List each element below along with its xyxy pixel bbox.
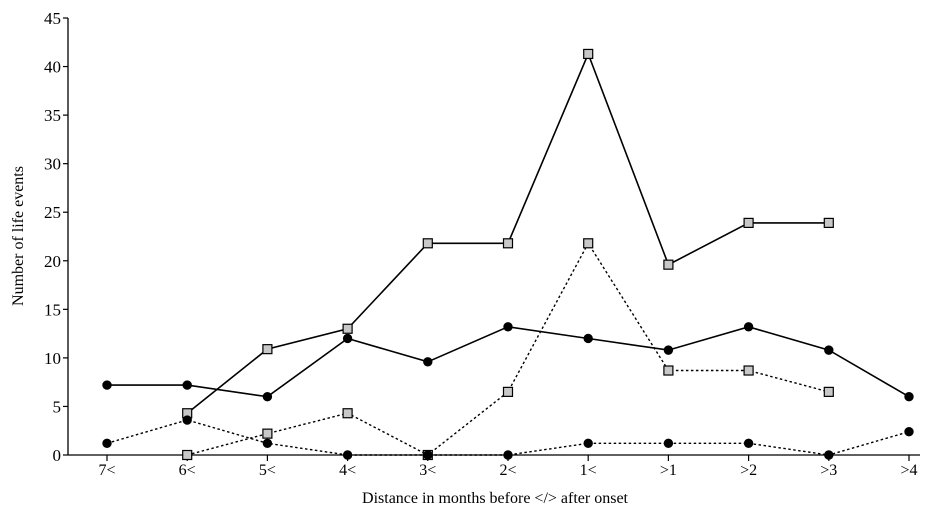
data-point <box>182 449 193 461</box>
data-point <box>823 217 834 229</box>
series-2 <box>102 322 914 402</box>
y-tick-label: 0 <box>53 446 62 465</box>
y-tick-label: 25 <box>44 203 61 222</box>
data-point <box>503 322 513 332</box>
data-point <box>102 438 112 449</box>
x-tick-label: >4 <box>900 462 917 479</box>
data-point <box>342 408 353 419</box>
series-line <box>106 419 910 456</box>
y-tick-label: 30 <box>44 155 61 174</box>
data-point <box>583 438 593 449</box>
y-tick-label: 10 <box>44 349 61 368</box>
x-tick-label: 5< <box>259 462 276 479</box>
data-point <box>824 345 834 355</box>
y-tick-label: 40 <box>44 58 61 77</box>
series-1 <box>182 48 834 419</box>
data-point <box>823 386 834 397</box>
x-tick-label: 3< <box>419 462 436 479</box>
data-point <box>342 333 353 344</box>
data-point <box>824 450 834 460</box>
x-tick-label: 2< <box>499 462 516 479</box>
data-point <box>422 238 433 249</box>
y-tick-label: 45 <box>44 9 61 28</box>
y-tick-label: 35 <box>44 106 61 125</box>
data-point <box>423 357 433 367</box>
data-point <box>663 259 674 270</box>
series-line <box>187 241 829 456</box>
x-tick-label: 6< <box>179 462 196 479</box>
x-tick-label: 7< <box>98 462 115 479</box>
data-point <box>262 392 273 402</box>
x-tick-label: >1 <box>660 462 677 479</box>
data-point <box>342 323 353 334</box>
data-point <box>423 450 433 460</box>
axes <box>67 18 920 456</box>
data-point <box>583 333 593 344</box>
y-axis-ticks: 0 5 10 15 20 25 30 35 40 45 <box>44 9 68 465</box>
data-point <box>663 438 674 449</box>
data-point <box>502 386 514 397</box>
series-layer <box>102 48 914 461</box>
y-tick-label: 15 <box>44 300 61 319</box>
data-point <box>503 450 513 460</box>
data-point <box>904 392 914 402</box>
data-point <box>743 322 754 332</box>
data-point <box>182 380 192 390</box>
data-point <box>342 450 353 460</box>
data-point <box>262 438 273 449</box>
data-point <box>743 365 754 376</box>
data-point <box>262 428 273 439</box>
series-line <box>186 51 829 414</box>
data-point <box>583 238 594 249</box>
data-point <box>743 217 754 229</box>
data-point <box>102 380 112 390</box>
x-tick-label: 1< <box>580 462 597 479</box>
series-4 <box>102 415 914 460</box>
x-tick-label: >2 <box>740 462 757 479</box>
series-3 <box>182 238 834 461</box>
data-point <box>182 415 192 425</box>
x-tick-label: >3 <box>820 462 837 479</box>
data-point <box>904 426 914 437</box>
data-point <box>663 365 674 376</box>
y-axis-title: Number of life events <box>10 166 27 306</box>
x-tick-label: 4< <box>339 462 356 479</box>
data-point <box>663 345 674 355</box>
data-point <box>262 344 273 355</box>
data-point <box>583 48 594 60</box>
x-axis-title: Distance in months before </> after onse… <box>362 490 629 507</box>
series-line <box>107 325 910 398</box>
y-tick-label: 20 <box>44 252 61 271</box>
data-point <box>502 238 514 249</box>
data-point <box>743 438 754 449</box>
y-tick-label: 5 <box>53 397 62 416</box>
